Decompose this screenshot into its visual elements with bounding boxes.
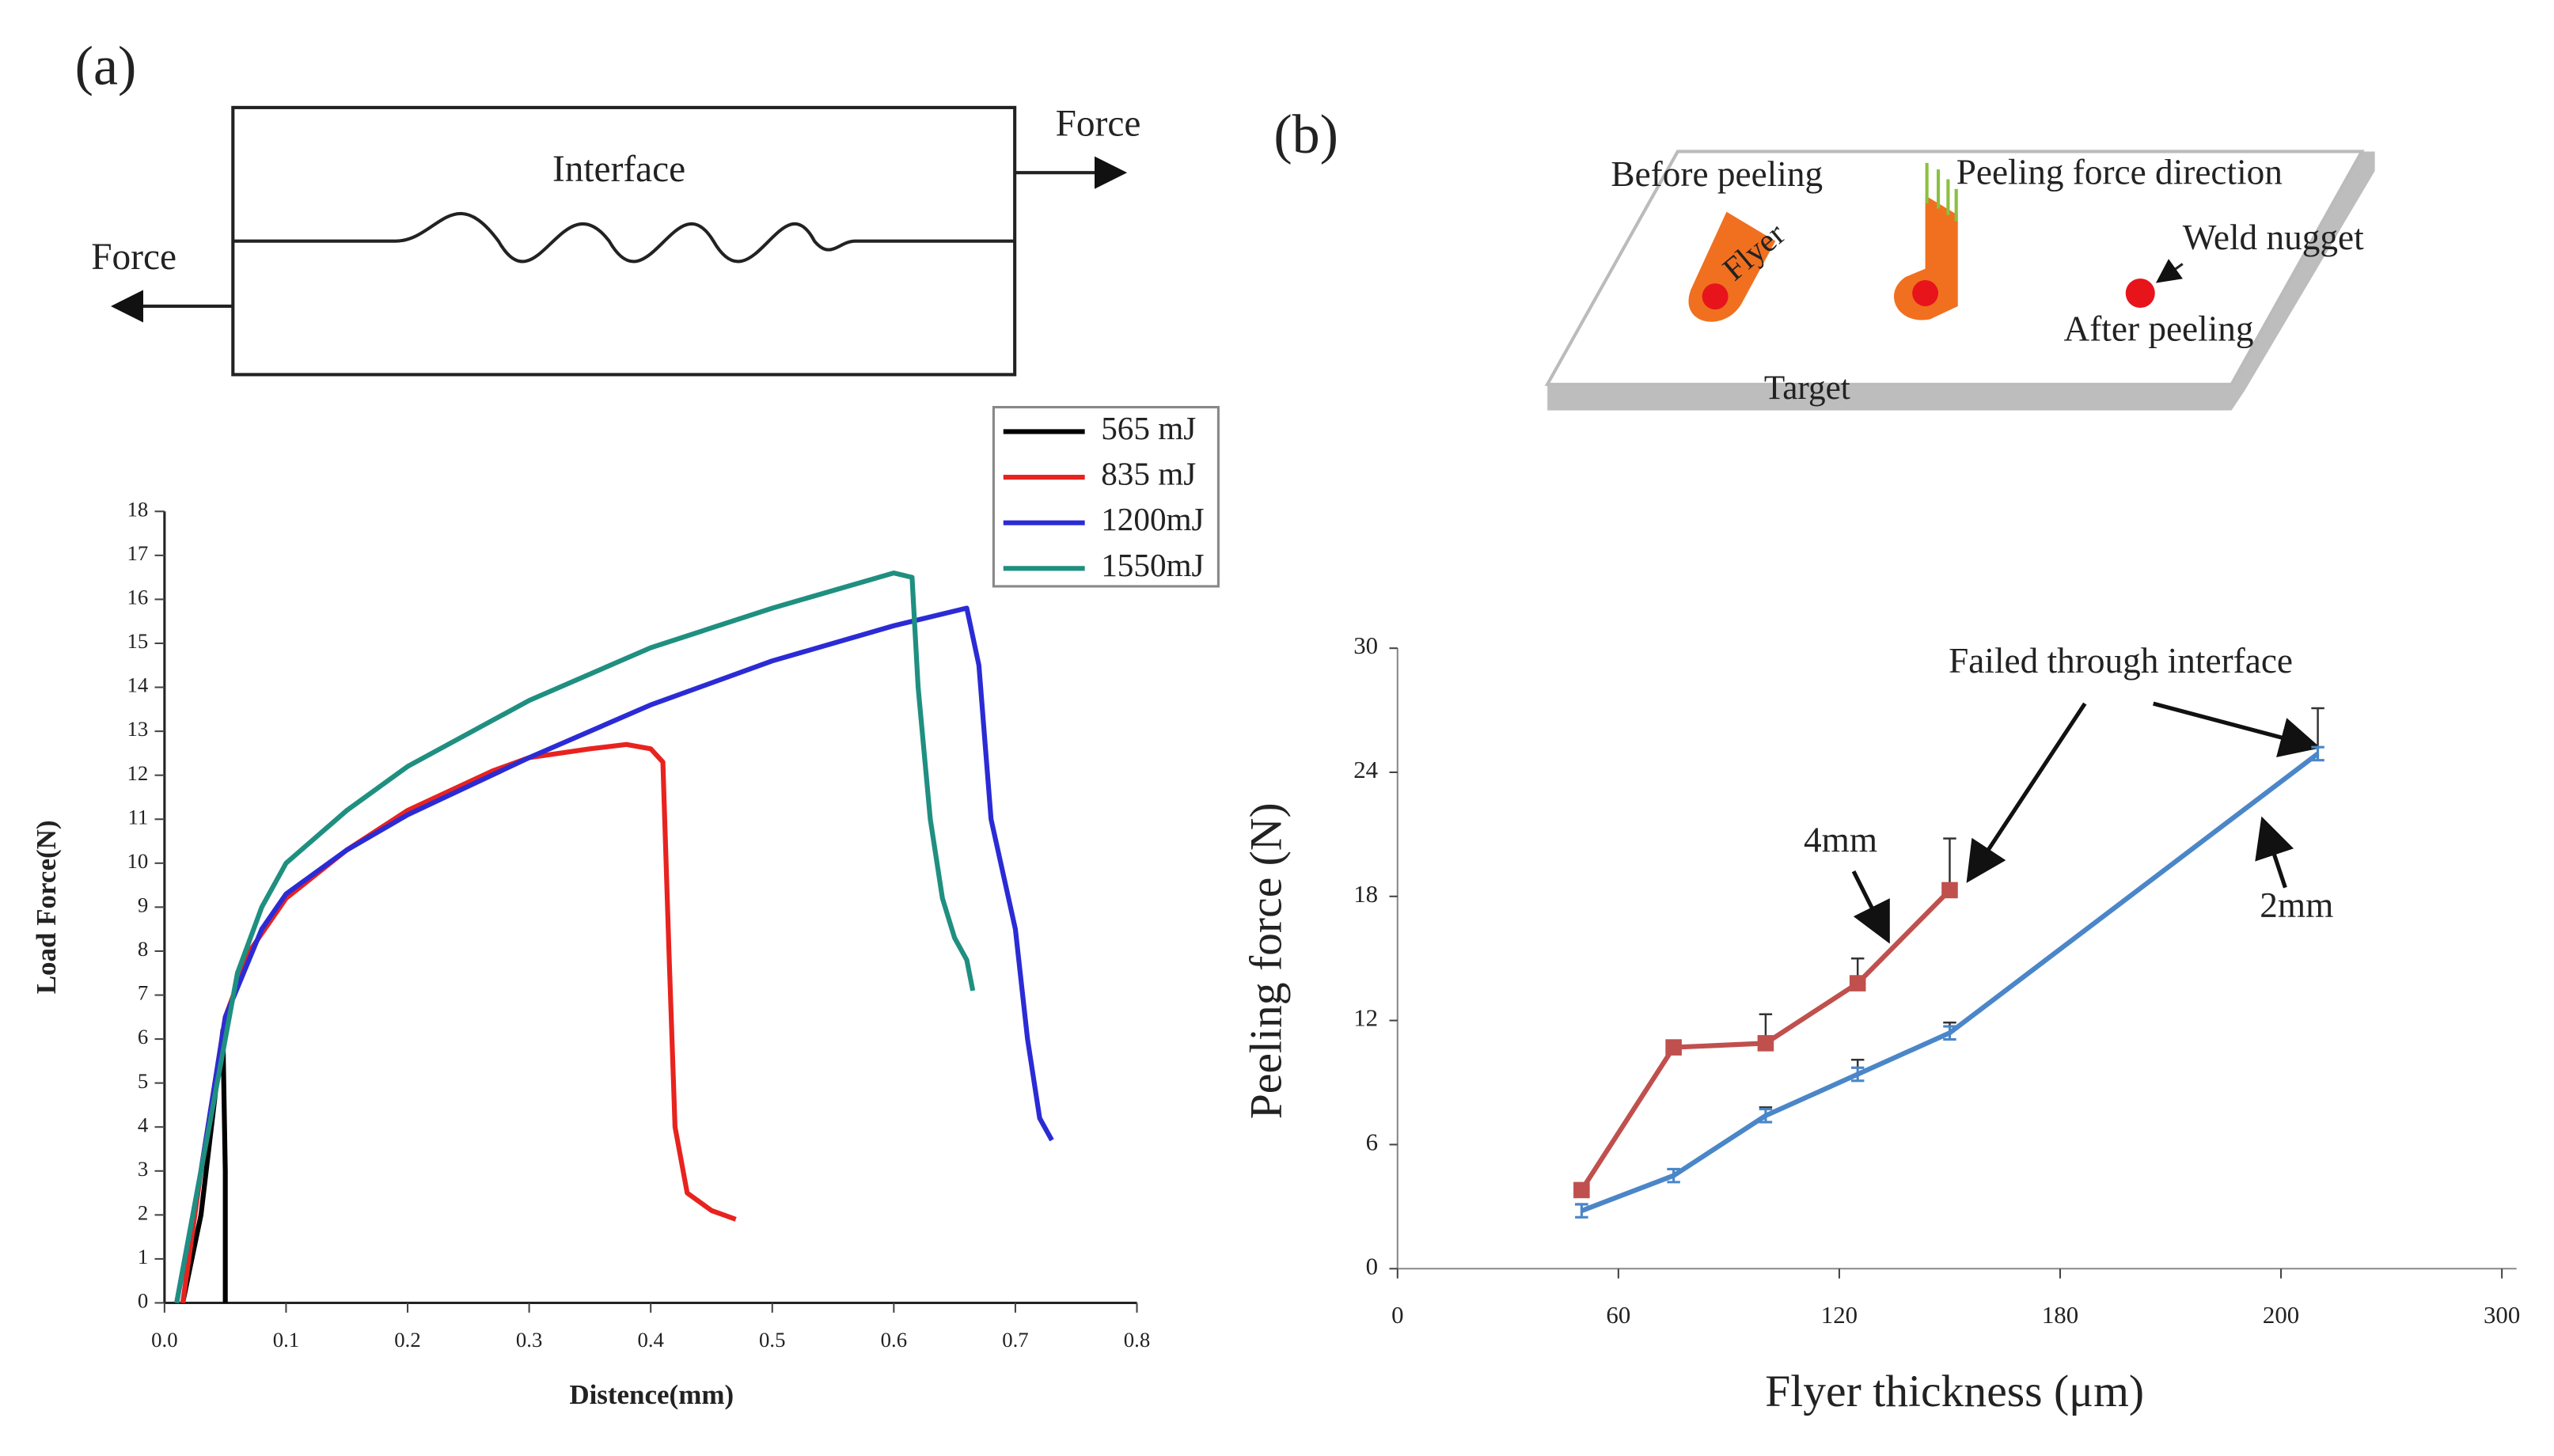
legend-label: 1200mJ [1101,501,1204,537]
y-tick-label: 3 [138,1157,148,1181]
y-tick-label: 0 [1366,1252,1378,1280]
annotation: Failed through interface [1949,641,2293,681]
diagram-text: Force [1056,103,1141,144]
x-tick-label: 0.5 [759,1328,785,1352]
x-tick-label: 0.6 [881,1328,907,1352]
y-tick-label: 11 [128,805,149,828]
legend-label: 835 mJ [1101,456,1196,492]
y-tick-label: 7 [138,981,148,1005]
nugget [1912,280,1939,306]
marker [1941,882,1958,899]
marker [1575,1203,1588,1219]
line-series [180,741,737,1303]
x-tick-label: 0.8 [1124,1328,1150,1352]
annotation-arrows [1851,701,2321,944]
diagram-text: Force [91,237,176,278]
legend-box [992,406,1220,588]
marker [1943,1025,1956,1041]
line-series [174,570,976,1304]
x-tick-label: 180 [2042,1301,2078,1329]
error-bar [1943,837,1956,890]
y-tick-label: 12 [1353,1004,1378,1032]
x-axis-label: Flyer thickness (μm) [1765,1367,2144,1416]
y-tick-label: 18 [1353,880,1378,908]
x-tick-label: 300 [2484,1301,2520,1329]
y-tick-label: 12 [127,761,149,785]
y-tick-label: 14 [127,673,149,697]
line-series [1581,751,2320,1213]
marker [1759,1108,1773,1124]
annotation: 2mm [2260,885,2333,925]
marker [2311,745,2324,762]
x-tick-label: 0.1 [273,1328,299,1352]
legend-label: 565 mJ [1101,410,1196,446]
x-tick-label: 0.4 [637,1328,663,1352]
panel-label: (b) [1273,104,1338,165]
diagram-text: After peeling [2064,309,2254,348]
y-axis-label: Peeling force (N) [1241,802,1291,1119]
y-tick-label: 2 [138,1200,148,1224]
x-tick-label: 0.2 [394,1328,420,1352]
diagram-text: Interface [552,149,685,190]
nugget [2125,278,2155,309]
annotation: 4mm [1804,821,1877,860]
y-tick-label: 18 [127,497,149,521]
x-tick-label: 120 [1821,1301,1858,1329]
x-tick-label: 0.3 [516,1328,542,1352]
interface-line [233,211,1015,264]
y-tick-label: 9 [138,893,148,917]
y-tick-label: 15 [127,629,149,653]
marker [1667,1167,1680,1184]
marker [1757,1035,1774,1052]
y-tick-label: 4 [138,1113,148,1136]
diagram-text: Weld nugget [2183,218,2364,257]
marker [1849,975,1866,992]
x-tick-label: 0 [1391,1301,1403,1329]
y-tick-label: 5 [138,1069,148,1093]
pointer [2155,259,2184,283]
marker [1850,1066,1865,1083]
y-tick-label: 16 [127,586,149,609]
x-tick-label: 200 [2263,1301,2299,1329]
x-tick-label: 0.7 [1002,1328,1028,1352]
force-arrows [1925,162,1958,222]
y-tick-label: 6 [138,1025,148,1048]
y-tick-label: 17 [127,541,149,565]
nugget [1702,283,1729,310]
marker [1665,1039,1682,1056]
diagram-text: Peeling force direction [1956,153,2283,192]
y-tick-label: 6 [1366,1128,1378,1156]
panel-label: (a) [75,36,137,97]
x-tick-label: 0.0 [151,1328,177,1352]
y-tick-label: 8 [138,937,148,961]
y-tick-label: 30 [1353,631,1378,659]
y-axis-label: Load Force(N) [31,820,62,994]
line-series [174,605,1054,1304]
peeled-flyer [1894,195,1958,320]
legend-label: 1550mJ [1101,547,1204,583]
y-tick-label: 10 [127,849,149,873]
marker [1573,1181,1590,1199]
diagram-text: Before peeling [1611,154,1823,194]
y-tick-label: 24 [1353,756,1378,783]
x-axis-label: Distence(mm) [569,1379,734,1410]
diagram-text: Target [1764,369,1850,407]
diagram-b [1544,150,2375,411]
y-tick-label: 1 [138,1245,148,1268]
y-tick-label: 13 [127,717,149,741]
diagram-a [110,105,1128,377]
x-tick-label: 60 [1606,1301,1630,1329]
y-tick-label: 0 [138,1289,148,1313]
